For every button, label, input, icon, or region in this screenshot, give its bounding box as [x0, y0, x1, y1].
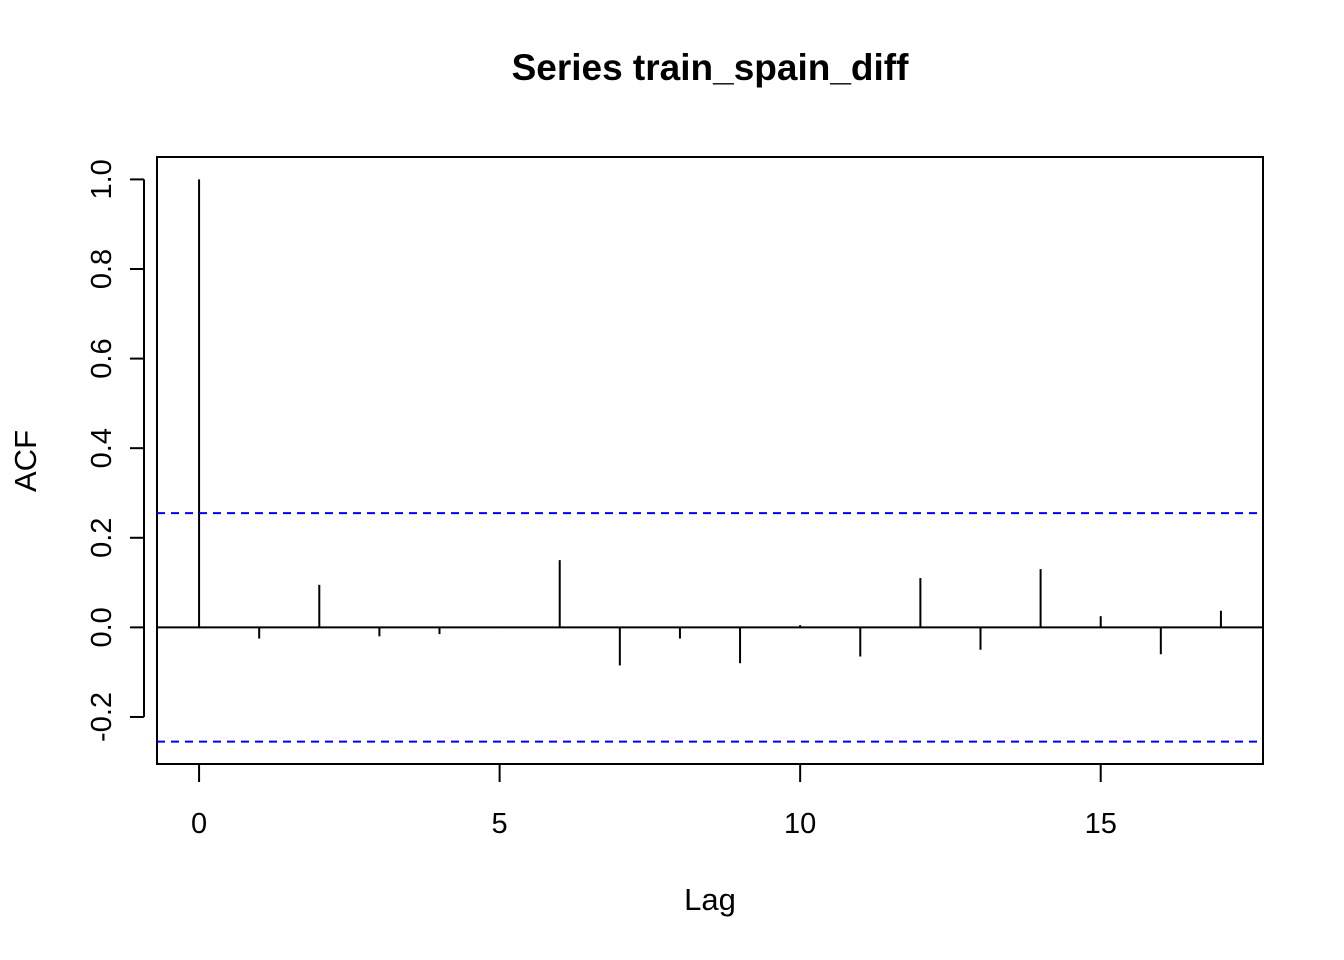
confidence-bounds — [157, 512, 1263, 743]
y-axis: -0.2 0.0 0.2 0.4 0.6 0.8 1.0 — [86, 159, 145, 742]
y-tick-label: 1.0 — [86, 159, 118, 199]
y-tick-label: 0.0 — [86, 607, 118, 647]
y-tick-label: 0.2 — [86, 518, 118, 558]
y-tick-label: -0.2 — [86, 692, 118, 742]
y-axis-label: ACF — [8, 430, 43, 492]
x-axis: 0 5 10 15 — [191, 763, 1117, 840]
plot-frame — [156, 156, 1264, 765]
x-tick-label: 10 — [784, 808, 816, 840]
x-tick-label: 0 — [191, 808, 207, 840]
x-tick-label: 5 — [492, 808, 508, 840]
acf-bars — [198, 179, 1222, 666]
y-tick-label: 0.6 — [86, 338, 118, 378]
y-tick-label: 0.4 — [86, 428, 118, 468]
chart-title: Series train_spain_diff — [512, 47, 910, 88]
y-tick-label: 0.8 — [86, 249, 118, 289]
x-tick-label: 15 — [1085, 808, 1117, 840]
x-axis-label: Lag — [684, 882, 736, 917]
